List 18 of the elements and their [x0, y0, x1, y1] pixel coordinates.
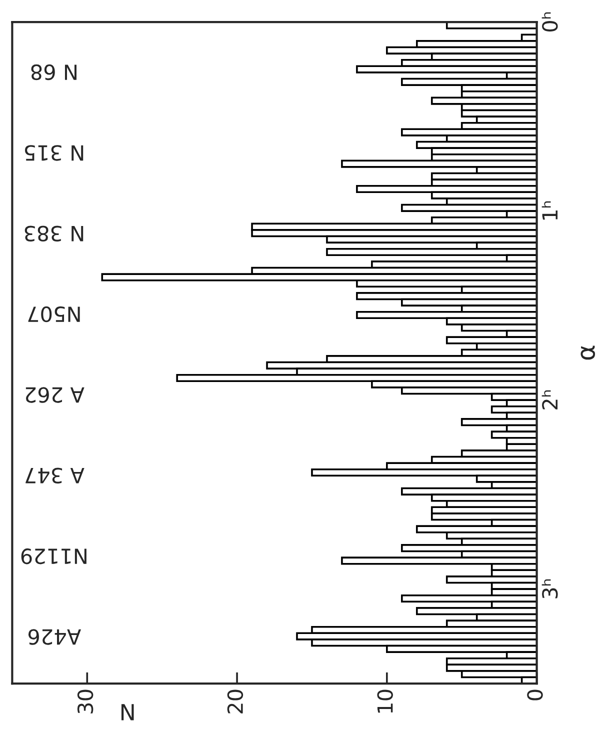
x-tick-label: 20 [227, 690, 244, 714]
annotation: A 347 [26, 468, 84, 484]
annotation: N507 [28, 306, 80, 322]
x-tick-label: 0 [527, 690, 543, 700]
x-axis-title: N [121, 704, 134, 720]
annotation: N1129 [21, 548, 86, 564]
x-tick-label: 10 [377, 690, 393, 713]
y-tick-label: 1ʰ [542, 201, 558, 220]
annotation: N 383 [24, 226, 84, 242]
y-axis-title: α [580, 346, 596, 360]
y-tick-label: 2ʰ [542, 390, 558, 410]
annotation: N 68 [31, 64, 76, 80]
x-tick-label: 30 [77, 690, 94, 714]
y-tick-label: 0ʰ [542, 12, 558, 32]
annotation: A426 [28, 629, 82, 645]
annotation: A 262 [26, 387, 84, 403]
annotation: N 315 [25, 145, 84, 161]
y-tick-label: 3ʰ [542, 579, 558, 598]
